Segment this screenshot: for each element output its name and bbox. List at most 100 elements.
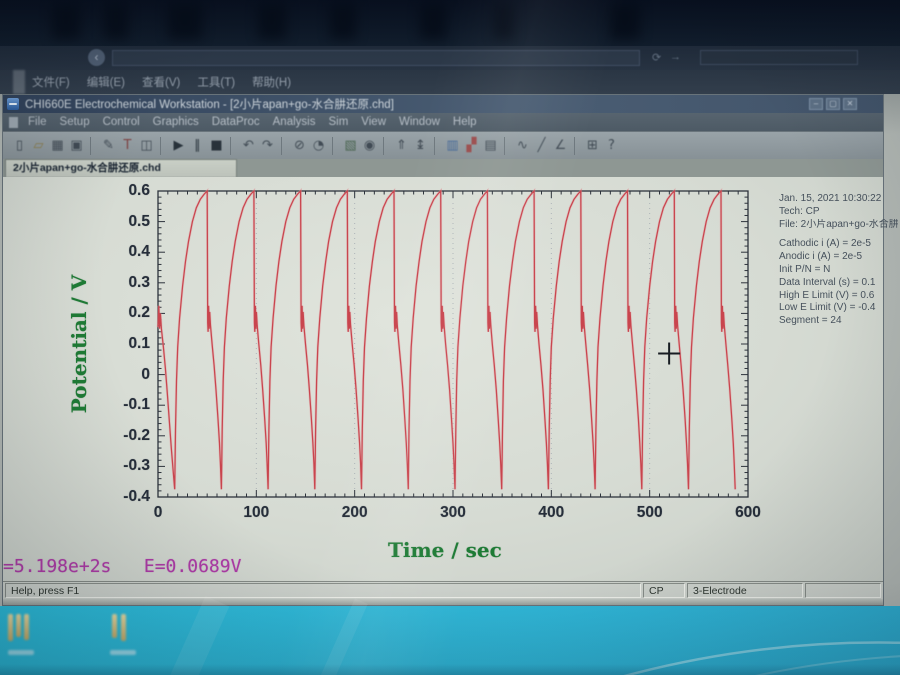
address-bar[interactable] — [112, 50, 640, 66]
info-line-5: Anodic i (A) = 2e-5 — [779, 251, 863, 263]
toolbar-separator — [90, 136, 97, 155]
save-icon[interactable]: ▦ — [51, 138, 64, 153]
shortcut-glyph — [112, 614, 117, 638]
toolbar-separator — [574, 136, 581, 155]
clock-icon[interactable]: ◔ — [312, 138, 325, 153]
menu-bar: File Setup Control Graphics DataProc Analysis… — [3, 113, 883, 131]
shortcut-label — [8, 650, 34, 655]
wallpaper-swirls — [623, 641, 900, 675]
refresh-icon[interactable]: ⟳ — [652, 52, 662, 64]
desktop-shortcut-icon[interactable] — [6, 614, 40, 658]
menu-sim[interactable]: Sim — [328, 116, 349, 128]
app-menu-items: File Setup Control Graphics DataProc Analysis… — [28, 116, 477, 128]
bg-menu-item-3[interactable]: 工具(T) — [197, 77, 236, 89]
menu-file[interactable]: File — [28, 116, 47, 128]
window-controls: ‒ ▢ ✕ — [809, 98, 857, 110]
chart-icon[interactable]: ▧ — [344, 138, 357, 153]
photo-reflection-blob — [104, 3, 128, 39]
background-window-menu-row — [0, 70, 900, 94]
info-line-10: Segment = 24 — [779, 315, 842, 327]
bg-menu-item-2[interactable]: 查看(V) — [142, 77, 181, 89]
stop-icon[interactable]: ■ — [210, 138, 223, 153]
stop-run-icon[interactable]: ⊘ — [294, 138, 305, 153]
menu-view[interactable]: View — [361, 116, 386, 128]
shortcut-label — [110, 650, 136, 655]
redo-icon[interactable]: ↷ — [262, 138, 273, 153]
search-input[interactable] — [700, 50, 858, 65]
shortcut-glyph — [16, 614, 21, 637]
copy-page-icon[interactable]: ▤ — [484, 138, 497, 153]
menu-control[interactable]: Control — [102, 116, 140, 128]
toolbar-separator — [332, 136, 339, 155]
minimize-button[interactable]: ‒ — [809, 98, 823, 110]
new-file-icon[interactable]: ▯ — [15, 138, 24, 153]
toolbar-separator — [230, 136, 237, 155]
toolbar-separator — [383, 136, 390, 155]
photo-reflection-blob — [168, 3, 202, 39]
info-line-9: Low E Limit (V) = -0.4 — [779, 302, 876, 314]
photo-reflection-blob — [420, 3, 446, 39]
photo-reflection-blob — [330, 3, 356, 39]
info-line-0: Jan. 15, 2021 10:30:22 — [779, 193, 882, 204]
pause-icon[interactable]: ∥ — [194, 138, 201, 153]
toolbar-separator — [160, 136, 167, 155]
menu-window[interactable]: Window — [399, 116, 440, 128]
experiment-info-panel: Jan. 15, 2021 10:30:22 Tech: CP File: 2小片a… — [779, 193, 898, 328]
clip-data-icon[interactable]: ↨ — [415, 138, 426, 153]
shortcut-glyph — [121, 614, 126, 641]
plot-region[interactable] — [158, 191, 748, 497]
grid-view-icon[interactable]: ⊞ — [587, 138, 598, 153]
menu-help[interactable]: Help — [452, 116, 477, 128]
menu-dataproc[interactable]: DataProc — [211, 116, 260, 128]
photo-reflection-blob — [258, 3, 286, 39]
back-arrow-icon[interactable]: ‹ — [88, 49, 105, 66]
photo-bottom-shade — [0, 664, 900, 675]
info-line-8: High E Limit (V) = 0.6 — [779, 289, 875, 301]
close-button[interactable]: ✕ — [843, 98, 857, 110]
undo-icon[interactable]: ↶ — [243, 138, 254, 153]
info-line-4: Cathodic i (A) = 2e-5 — [779, 238, 871, 250]
shortcut-glyph — [24, 614, 29, 640]
data-columns-icon[interactable]: ▥ — [446, 138, 459, 153]
info-line-2: File: 2小片apan+go-水合肼 — [779, 218, 898, 230]
status-bar: Help, press F1 CP 3-Electrode — [3, 581, 883, 599]
info-line-1: Tech: CP — [779, 205, 820, 217]
bg-menu-item-0[interactable]: 文件(F) — [32, 77, 70, 89]
document-tab[interactable]: 2小片apan+go-水合肼还原.chd — [5, 159, 237, 177]
info-line-6: Init P/N = N — [779, 263, 831, 275]
window-title: CHI660E Electrochemical Workstation - [2… — [25, 99, 394, 111]
windows-desktop — [0, 595, 900, 675]
status-electrode-mode: 3-Electrode — [687, 583, 803, 598]
toolbar-separator — [281, 136, 288, 155]
bg-menu-item-4[interactable]: 帮助(H) — [252, 77, 292, 89]
menu-graphics[interactable]: Graphics — [152, 116, 199, 128]
menu-setup[interactable]: Setup — [59, 116, 90, 128]
bg-menu-item-1[interactable]: 编辑(E) — [86, 77, 126, 89]
document-icon — [9, 116, 18, 128]
edit-pen-icon[interactable]: ✎ — [103, 138, 114, 153]
menu-analysis[interactable]: Analysis — [272, 116, 316, 128]
print-icon[interactable]: ▣ — [70, 138, 83, 153]
desktop-shortcut-icon[interactable] — [108, 614, 142, 658]
scale-up-icon[interactable]: ⇑ — [396, 138, 407, 153]
context-help-icon[interactable]: ? — [608, 138, 615, 153]
title-bar[interactable]: CHI660E Electrochemical Workstation - [2… — [3, 95, 883, 113]
overlay-plots-icon[interactable]: ▞ — [466, 138, 477, 153]
info-line-3 — [779, 231, 898, 238]
info-line-7: Data Interval (s) = 0.1 — [779, 276, 876, 288]
zoom-icon[interactable]: ◉ — [363, 138, 376, 153]
status-technique: CP — [643, 583, 685, 598]
smooth-tool-icon[interactable]: ∿ — [517, 138, 528, 153]
photo-top-dark-band — [0, 0, 900, 46]
open-file-icon[interactable]: ▱ — [33, 138, 44, 153]
photo-reflection-blob — [610, 3, 640, 39]
text-tool-icon[interactable]: T — [123, 138, 132, 153]
go-arrow-icon[interactable]: → — [670, 51, 681, 63]
line-tool-icon[interactable]: ╱ — [537, 138, 546, 153]
shortcut-glyph — [8, 614, 13, 641]
run-icon[interactable]: ▶ — [173, 138, 184, 153]
layout-icon[interactable]: ◫ — [140, 138, 153, 153]
slope-tool-icon[interactable]: ∠ — [554, 138, 567, 153]
maximize-button[interactable]: ▢ — [826, 98, 840, 110]
